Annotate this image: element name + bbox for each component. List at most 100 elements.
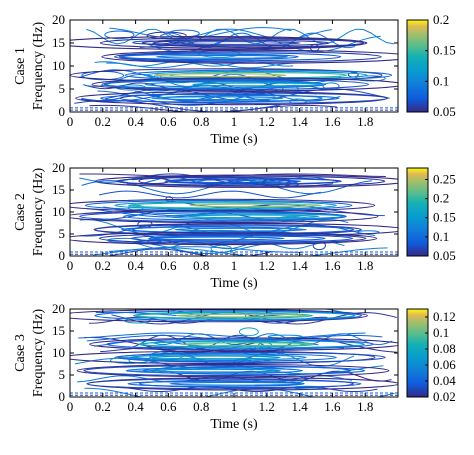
contour-band: [138, 341, 316, 348]
x-tick-label: 1.2: [259, 114, 275, 129]
x-tick-label: 1: [231, 114, 238, 129]
colorbar-scale: [406, 167, 429, 257]
contour-band: [168, 41, 301, 45]
contour-band: [101, 49, 398, 64]
contour-loop: [322, 82, 340, 90]
contour-band: [175, 313, 309, 318]
x-tick-label: 1.6: [324, 114, 341, 129]
contour-band: [70, 231, 378, 246]
contour-line: [77, 375, 352, 383]
colorbar-tick-label: 0.1: [433, 73, 449, 88]
y-tick-label: 15: [52, 182, 65, 197]
contour-band: [79, 210, 347, 222]
contour-band: [125, 367, 304, 374]
x-tick-label: 1: [231, 399, 238, 414]
contour-band: [138, 379, 362, 389]
contour-band: [118, 52, 342, 62]
case-label: Case 1: [13, 47, 28, 85]
y-tick-label: 20: [52, 301, 65, 316]
x-tick-label: 0.6: [160, 399, 177, 414]
contour-band: [132, 311, 356, 320]
x-tick-label: 1.8: [357, 114, 373, 129]
contour-band: [148, 355, 281, 360]
contour-loop: [238, 327, 259, 337]
x-tick-label: 0: [67, 399, 74, 414]
contour-band: [86, 378, 354, 390]
colorbar-tick-label: 0.15: [433, 43, 456, 58]
x-tick-label: 0.4: [127, 399, 144, 414]
contour-band: [168, 179, 302, 184]
contour-band: [127, 202, 306, 209]
y-axis-label: Frequency (Hz): [31, 22, 46, 111]
contour-band: [87, 377, 398, 391]
x-tick-label: 1.6: [324, 258, 341, 273]
colorbar-scale: [406, 308, 429, 398]
x-tick-label: 0.6: [160, 258, 177, 273]
contour-band: [182, 342, 315, 347]
contour-line: [78, 332, 366, 339]
y-tick-label: 5: [59, 226, 66, 241]
contour-band: [117, 175, 386, 187]
contour-band: [169, 381, 302, 386]
colorbar-tick-label: 0.15: [433, 210, 456, 225]
contour-band: [189, 203, 322, 208]
contour-band: [141, 38, 365, 48]
x-tick-label: 0.8: [193, 114, 209, 129]
x-tick-label: 1.4: [291, 399, 308, 414]
colorbar-tick-label: 0.2: [433, 191, 449, 206]
contour-band: [114, 201, 337, 210]
x-tick-label: 1.8: [357, 399, 373, 414]
contour-line: [168, 309, 349, 320]
contour-band: [106, 338, 374, 350]
contour-band: [152, 39, 330, 47]
contour-band: [94, 310, 363, 322]
contour-band: [114, 51, 382, 63]
x-axis-label: Time (s): [210, 276, 258, 291]
y-tick-label: 10: [52, 204, 65, 219]
contour-band: [154, 73, 287, 78]
contour-band: [76, 363, 390, 378]
contour-band: [118, 351, 386, 363]
contour-band: [121, 53, 299, 60]
contour-line: [89, 104, 338, 112]
y-tick-label: 20: [52, 160, 65, 175]
contour-band: [174, 227, 307, 232]
contour-line: [161, 28, 332, 40]
contour-band: [148, 235, 326, 242]
contour-band: [151, 96, 284, 101]
contour-band: [114, 353, 337, 362]
contour-band: [94, 174, 398, 188]
colorbar-tick-label: 0.06: [433, 357, 456, 372]
y-tick-label: 15: [52, 323, 65, 338]
x-tick-label: 1.2: [259, 258, 275, 273]
contour-band: [98, 232, 367, 244]
contour-band: [70, 36, 367, 50]
contour-line: [105, 248, 270, 256]
colorbar-tick-label: 0.04: [433, 373, 456, 388]
contour-lines: [70, 27, 398, 112]
contour-band: [91, 77, 398, 92]
contour-band: [123, 212, 346, 221]
contour-lines: [70, 173, 398, 256]
x-axis-label: Time (s): [210, 132, 258, 147]
panel-case-1: 0 5 10 15 20 0 0.2 0.4 0.6 0.8 1 1.2 1.4 1.6 1.8 Time (…: [13, 12, 456, 147]
x-tick-label: 0.4: [127, 258, 144, 273]
contour-band: [129, 354, 307, 361]
x-tick-label: 0.8: [193, 258, 209, 273]
y-tick-label: 5: [59, 81, 66, 96]
contour-band: [135, 312, 313, 319]
x-tick-label: 1.4: [291, 258, 308, 273]
y-axis-label: Frequency (Hz): [31, 309, 46, 398]
contour-band: [142, 339, 365, 349]
contour-band: [148, 368, 282, 373]
contour-band: [115, 176, 339, 186]
x-tick-label: 0.2: [95, 258, 111, 273]
colorbar-tick-label: 0.2: [433, 12, 449, 27]
contour-line: [98, 190, 321, 199]
contour-loop: [210, 244, 233, 254]
y-axis-label: Frequency (Hz): [31, 168, 46, 257]
panel-case-2: 0 5 10 15 20 0 0.2 0.4 0.6 0.8 1 1.2 1.4 1.6 1.8 Time (…: [13, 160, 456, 291]
colorbar-tick-label: 0.1: [433, 325, 449, 340]
contour-line: [117, 385, 378, 392]
